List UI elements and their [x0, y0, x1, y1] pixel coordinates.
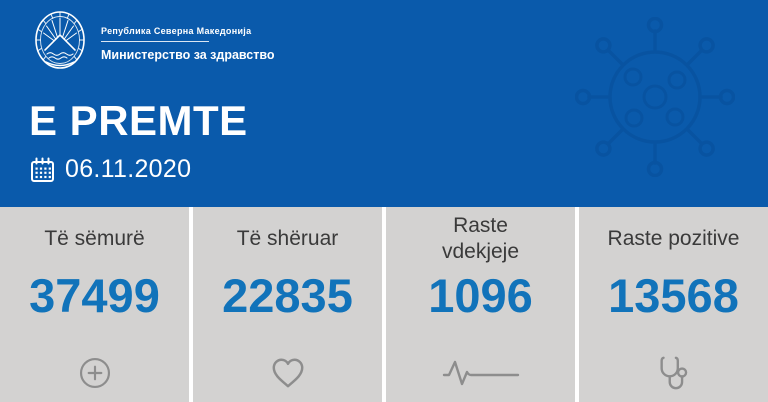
- plus-circle-icon: [77, 353, 113, 393]
- day-title: E PREMTE: [29, 97, 248, 144]
- stats-row: Të sëmurë 37499 Të shëruar 22835: [0, 207, 768, 402]
- stat-label: Raste vdekjeje: [441, 213, 520, 263]
- stethoscope-icon: [655, 353, 693, 393]
- virus-watermark-icon: [575, 17, 735, 177]
- date-row: 06.11.2020: [30, 155, 191, 184]
- stat-card-sick: Të sëmurë 37499: [0, 207, 189, 402]
- stat-card-deaths: Raste vdekjeje 1096: [386, 207, 575, 402]
- stat-label: Të shëruar: [236, 226, 339, 250]
- stat-card-recovered: Të shëruar 22835: [193, 207, 382, 402]
- stat-value: 22835: [222, 269, 353, 322]
- date-text: 06.11.2020: [65, 155, 192, 183]
- heart-icon: [269, 353, 307, 393]
- stat-value: 1096: [428, 269, 533, 322]
- stat-label: Të sëmurë: [44, 226, 145, 250]
- stat-label: Raste pozitive: [607, 226, 740, 250]
- calendar-icon: [31, 157, 54, 182]
- ministry-name: Министерство за здравство: [101, 48, 275, 62]
- header: Република Северна Македонија Министерств…: [0, 0, 768, 207]
- pulse-line-icon: [442, 353, 520, 393]
- coat-of-arms-icon: [35, 11, 85, 69]
- stat-value: 13568: [608, 269, 739, 322]
- republic-name: Република Северна Македонија: [101, 26, 252, 36]
- brand-divider: [101, 41, 209, 42]
- brand-text: Република Северна Македонија Министерств…: [101, 26, 275, 62]
- stat-card-positive: Raste pozitive 13568: [579, 207, 768, 402]
- stat-value: 37499: [29, 269, 160, 322]
- ministry-brand: Република Северна Македонија Министерств…: [32, 7, 275, 71]
